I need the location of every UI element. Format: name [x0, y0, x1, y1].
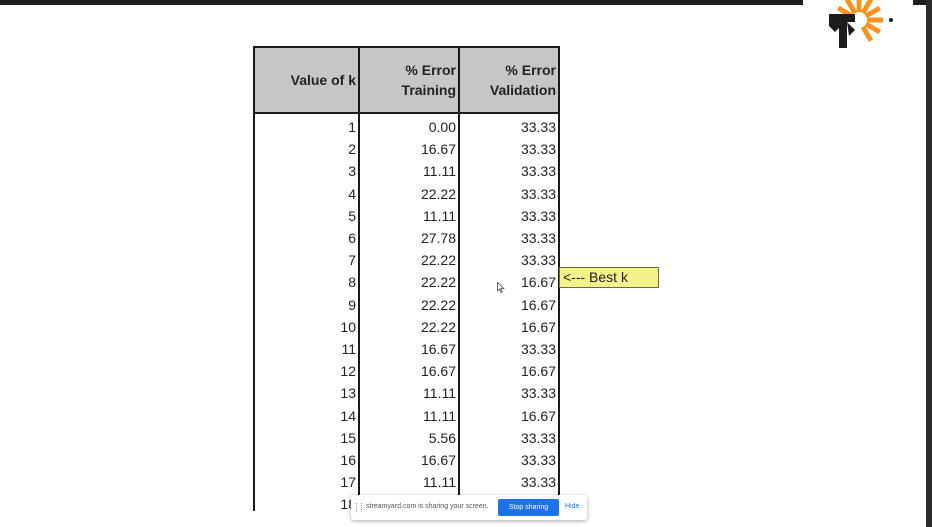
training-error-cell: 27.78 — [358, 226, 460, 250]
k-value-cell: 18 — [340, 496, 356, 511]
k-value-cell: 5 — [348, 207, 356, 224]
training-error-cell: 16.67 — [358, 360, 460, 383]
table-row: 14 11.11 16.67 — [255, 404, 558, 427]
table-row: 6 27.78 33.33 — [255, 226, 558, 250]
table-row: 5 11.11 33.33 — [255, 204, 558, 227]
right-edge-strip — [926, 0, 932, 527]
validation-error-cell: 33.33 — [520, 119, 556, 136]
logo-ray — [860, 25, 874, 43]
table-row: 9 22.22 16.67 — [255, 293, 558, 316]
k-value-cell: 17 — [340, 474, 356, 491]
logo-ray — [844, 0, 858, 15]
logo-ray — [860, 0, 874, 15]
validation-error-cell: 33.33 — [520, 207, 556, 224]
validation-error-cell: 33.33 — [520, 252, 556, 269]
training-error-cell: 22.22 — [358, 293, 460, 316]
training-error-cell: 0.00 — [358, 113, 460, 139]
training-error-cell: 22.22 — [358, 315, 460, 338]
validation-error-cell: 16.67 — [520, 274, 556, 291]
k-value-cell: 15 — [340, 429, 356, 446]
validation-error-cell: 33.33 — [520, 230, 556, 247]
k-value-cell: 16 — [340, 451, 356, 468]
training-error-cell: 11.11 — [358, 204, 460, 227]
table-row: 13 11.11 33.33 — [255, 382, 558, 405]
table-row: 10 22.22 16.67 — [255, 315, 558, 338]
stop-sharing-button[interactable]: Stop sharing — [498, 499, 559, 516]
training-error-cell: 16.67 — [358, 138, 460, 161]
table-row: 15 5.56 33.33 — [255, 426, 558, 449]
validation-error-cell: 33.33 — [520, 474, 556, 491]
table-row: 2 16.67 33.33 — [255, 138, 558, 161]
validation-error-cell: 33.33 — [520, 451, 556, 468]
table-row: 4 22.22 33.33 — [255, 182, 558, 205]
training-error-cell: 11.11 — [358, 471, 460, 494]
k-value-cell: 8 — [348, 274, 356, 291]
header-error-training: % Error Training — [358, 48, 460, 114]
logo-ray — [864, 5, 882, 19]
k-value-cell: 1 — [348, 119, 356, 136]
k-value-cell: 14 — [340, 407, 356, 424]
table-row: 7 22.22 33.33 — [255, 249, 558, 272]
table-row: 8 22.22 16.67 — [255, 271, 558, 294]
table-row: 16 16.67 33.33 — [255, 448, 558, 471]
logo-ray — [864, 21, 882, 35]
validation-error-cell: 33.33 — [520, 340, 556, 357]
k-value-cell: 12 — [340, 363, 356, 380]
table-row: 12 16.67 16.67 — [255, 360, 558, 383]
table-row: 17 11.11 33.33 — [255, 471, 558, 494]
k-value-cell: 2 — [348, 141, 356, 158]
k-value-cell: 3 — [348, 163, 356, 180]
training-error-cell: 16.67 — [358, 448, 460, 471]
table-row: 11 16.67 33.33 — [255, 337, 558, 361]
table-row: 1 0.00 33.33 — [255, 113, 558, 139]
training-error-cell: 11.11 — [358, 404, 460, 427]
validation-error-cell: 33.33 — [520, 385, 556, 402]
training-error-cell: 22.22 — [358, 271, 460, 294]
logo-label: StreamYard — [803, 0, 804, 1]
validation-error-cell: 33.33 — [520, 141, 556, 158]
share-message: streamyard.com is sharing your screen. — [366, 503, 489, 510]
validation-error-cell: 33.33 — [520, 429, 556, 446]
streamyard-logo: StreamYard — [803, 0, 913, 75]
validation-error-cell: 33.33 — [520, 185, 556, 202]
validation-error-cell: 16.67 — [520, 296, 556, 313]
training-error-cell: 5.56 — [358, 426, 460, 449]
logo-icon — [829, 0, 893, 48]
validation-error-cell: 16.67 — [520, 363, 556, 380]
training-error-cell: 11.11 — [358, 160, 460, 183]
k-value-cell: 4 — [348, 185, 356, 202]
training-error-cell: 22.22 — [358, 249, 460, 272]
top-strip — [0, 0, 932, 5]
knn-error-table: Value of k % Error Training % Error Valida… — [253, 46, 560, 511]
drag-handle-icon[interactable] — [356, 503, 362, 512]
best-k-annotation: <--- Best k — [559, 267, 659, 288]
training-error-cell: 11.11 — [358, 382, 460, 405]
screen-share-bar: streamyard.com is sharing your screen. S… — [351, 495, 587, 520]
k-value-cell: 11 — [341, 340, 356, 357]
training-error-cell: 16.67 — [358, 337, 460, 361]
header-error-validation: % Error Validation — [459, 48, 558, 114]
training-error-cell: 22.22 — [358, 182, 460, 205]
table-row: 3 11.11 33.33 — [255, 160, 558, 183]
k-value-cell: 10 — [340, 318, 356, 335]
validation-error-cell: 16.67 — [520, 407, 556, 424]
validation-error-cell: 33.33 — [520, 163, 556, 180]
table-body: 1 0.00 33.33 2 16.67 33.33 3 11.11 33.33 4 22.22 33… — [255, 113, 558, 511]
validation-error-cell: 16.67 — [520, 318, 556, 335]
header-value-of-k: Value of k — [255, 48, 359, 114]
hide-button[interactable]: Hide — [565, 503, 580, 510]
k-value-cell: 13 — [340, 385, 356, 402]
k-value-cell: 9 — [348, 296, 356, 313]
k-value-cell: 6 — [348, 230, 356, 247]
k-value-cell: 7 — [348, 252, 356, 269]
mouse-cursor-icon — [497, 282, 505, 294]
